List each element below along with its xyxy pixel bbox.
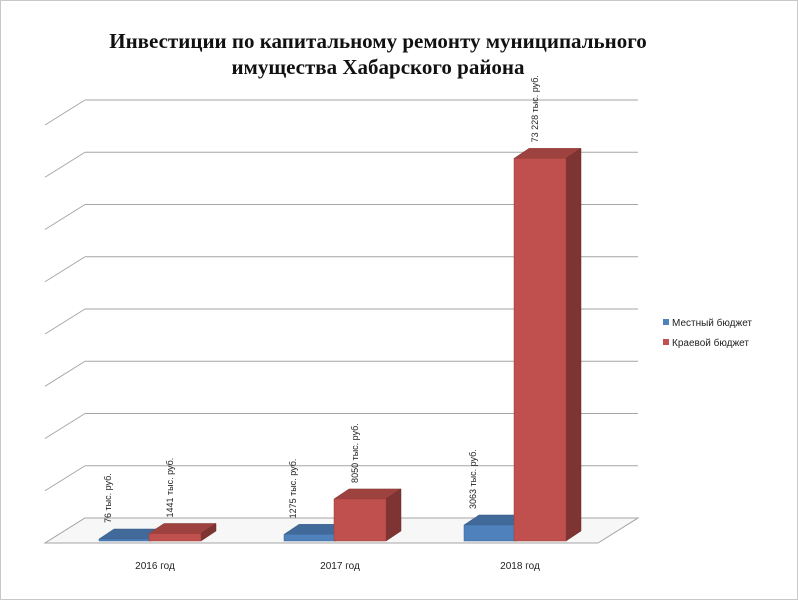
data-label: 8050 тыс. руб. [350, 423, 360, 483]
gridline-wall [44, 413, 86, 439]
gridline-wall [44, 99, 86, 126]
legend: Местный бюджет Краевой бюджет [663, 317, 752, 349]
bar [148, 523, 217, 542]
bar [333, 488, 402, 542]
chart-title-line-1: Инвестиции по капитальному ремонту муниц… [109, 29, 647, 53]
bar-front [333, 498, 387, 542]
legend-label-local: Местный бюджет [672, 317, 752, 329]
chart-title-line-2: имущества Хабарского района [231, 55, 525, 79]
bar-front [98, 538, 152, 542]
category-label: 2018 год [500, 561, 540, 572]
legend-label-regional: Краевой бюджет [672, 337, 749, 349]
gridline-wall [44, 151, 86, 178]
bar-front [283, 534, 337, 542]
data-label: 3063 тыс. руб. [468, 449, 478, 509]
category-labels: 2016 год 2017 год 2018 год [135, 561, 540, 572]
data-label: 73 228 тыс. руб. [530, 75, 540, 142]
bars [98, 147, 582, 542]
gridline-wall [44, 204, 86, 230]
gridline-wall [44, 256, 86, 283]
data-label: 1275 тыс. руб. [288, 459, 298, 519]
legend-swatch-local [663, 319, 669, 325]
gridline-wall [44, 360, 86, 387]
bar [513, 147, 582, 542]
bar-front [148, 533, 202, 542]
category-label: 2017 год [320, 561, 360, 572]
bar-side [565, 147, 582, 542]
data-label: 1441 тыс. руб. [165, 458, 175, 518]
data-labels: 76 тыс. руб. 1441 тыс. руб. 1275 тыс. руб.… [103, 75, 540, 523]
bar-front [513, 158, 567, 542]
data-label: 76 тыс. руб. [103, 473, 113, 523]
legend-swatch-regional [663, 339, 669, 345]
gridline-wall [44, 308, 86, 335]
category-label: 2016 год [135, 561, 175, 572]
gridline-wall [44, 465, 86, 492]
bar-front [463, 524, 517, 542]
